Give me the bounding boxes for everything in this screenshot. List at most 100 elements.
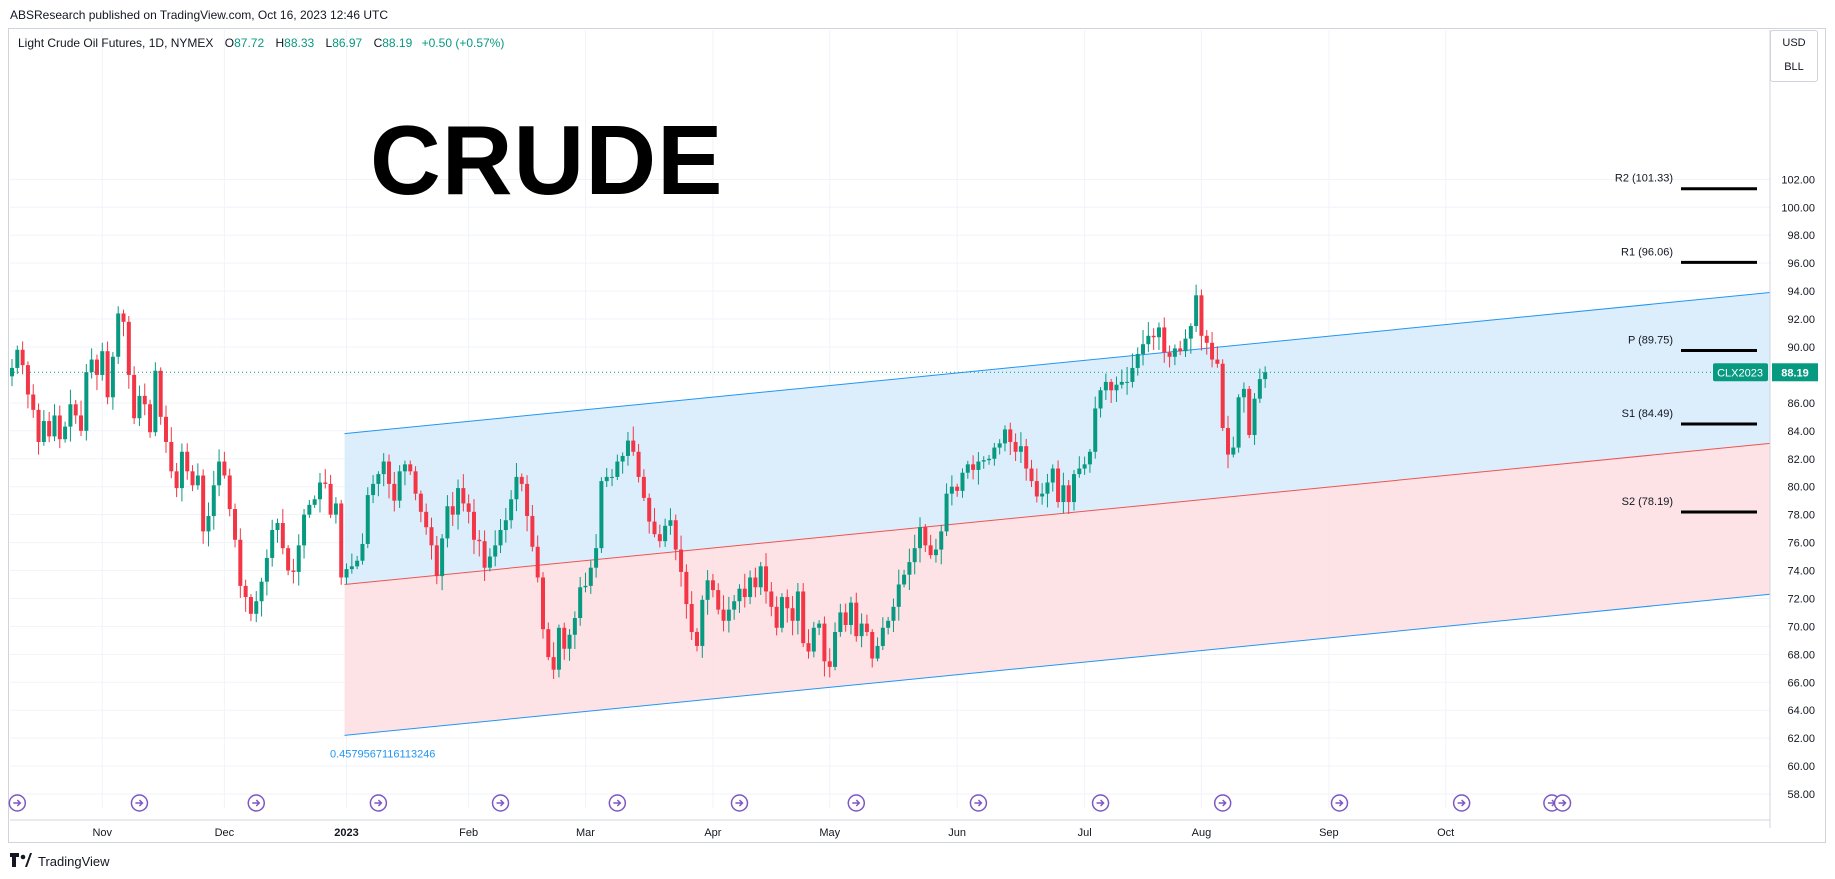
candle <box>790 608 795 621</box>
candle <box>206 516 211 532</box>
candle <box>238 539 243 586</box>
candle <box>732 601 737 610</box>
candle <box>1066 485 1071 503</box>
close-value: 88.19 <box>382 36 413 50</box>
regression-channel[interactable]: 0.4579567116113246 <box>330 292 1771 761</box>
candle <box>10 367 14 377</box>
currency-label[interactable]: USD <box>1782 37 1806 49</box>
event-markers[interactable] <box>8 794 1572 812</box>
channel-upper-line[interactable] <box>344 292 1771 435</box>
candle <box>392 483 397 501</box>
last-price-tag[interactable] <box>1772 363 1818 382</box>
candle <box>673 520 678 550</box>
candle <box>960 472 965 491</box>
event-arrow-icon <box>13 799 22 807</box>
time-tick-label: Apr <box>704 827 721 839</box>
last-price-value: 88.19 <box>1781 367 1809 379</box>
candle <box>567 634 572 649</box>
candle <box>1029 468 1034 482</box>
candle <box>105 351 110 398</box>
unit-selector[interactable]: USD BLL <box>1770 30 1818 82</box>
time-axis[interactable]: Nov Dec 2023 Feb Mar Apr May Jun Jul Aug Sep Oct <box>10 819 1770 839</box>
candle <box>864 623 869 632</box>
change-value: +0.50 (+0.57%) <box>421 36 505 50</box>
open-value: 87.72 <box>234 36 265 50</box>
channel-lower-line[interactable] <box>344 593 1771 736</box>
price-axis[interactable]: 58.00 60.00 62.00 64.00 66.00 68.00 70.00 72.00… <box>1713 30 1818 828</box>
candle <box>89 359 94 373</box>
candle <box>15 349 20 368</box>
pivot-levels[interactable]: R2 (101.33) R1 (96.06) P (89.75) S1 (84.49)… <box>1615 173 1757 514</box>
channel-mid-line[interactable] <box>344 442 1771 585</box>
time-tick-label: Mar <box>576 827 595 839</box>
candle <box>599 481 604 549</box>
symbol-tag[interactable] <box>1713 363 1768 382</box>
candle <box>137 395 142 419</box>
candle <box>657 534 662 542</box>
price-tick-label: 102.00 <box>1781 174 1815 186</box>
candle <box>387 461 392 484</box>
candle <box>519 476 524 484</box>
event-arrow-icon <box>1335 799 1344 807</box>
candle <box>1241 388 1246 398</box>
chart-frame <box>8 28 1826 843</box>
candle <box>1056 468 1061 503</box>
candle <box>79 415 84 431</box>
close-label: C <box>373 36 383 50</box>
candle <box>1040 493 1045 497</box>
candle <box>896 584 901 607</box>
publisher-text: ABSResearch published on TradingView.com… <box>10 8 388 22</box>
candle <box>1156 327 1161 338</box>
candle <box>270 529 275 558</box>
candle <box>445 506 450 539</box>
candle <box>1199 295 1204 336</box>
time-tick-label: 2023 <box>334 827 358 839</box>
candle <box>965 464 970 473</box>
candle <box>498 529 503 546</box>
candle <box>1119 381 1124 385</box>
candle <box>955 486 960 491</box>
candle <box>742 588 747 598</box>
price-tick-label: 66.00 <box>1787 677 1815 689</box>
event-arrow-icon <box>613 799 622 807</box>
candle <box>132 374 137 419</box>
candle <box>594 548 599 568</box>
pivot-label: S2 (78.19) <box>1622 496 1673 508</box>
event-arrow-icon <box>974 799 983 807</box>
candle <box>822 623 827 662</box>
candle <box>933 549 938 556</box>
candle <box>339 503 344 578</box>
footer: TradingView <box>10 850 110 874</box>
candle <box>615 461 620 477</box>
price-tick-label: 62.00 <box>1787 733 1815 745</box>
time-tick-label: Jul <box>1078 827 1092 839</box>
candle <box>870 631 875 659</box>
candle <box>928 545 933 556</box>
candle <box>381 461 386 475</box>
candle <box>280 523 285 549</box>
unit-label[interactable]: BLL <box>1784 61 1804 73</box>
event-arrow-icon <box>1558 799 1567 807</box>
candle <box>779 597 784 628</box>
candle <box>1008 429 1013 442</box>
price-tick-label: 80.00 <box>1787 482 1815 494</box>
candle <box>302 514 307 546</box>
candle <box>716 590 721 610</box>
candle <box>817 623 822 628</box>
event-arrow-icon <box>1096 799 1105 807</box>
symbol-title[interactable]: Light Crude Oil Futures, 1D, NYMEX <box>18 36 214 50</box>
candle <box>631 440 636 452</box>
candle <box>1231 447 1236 455</box>
candle <box>949 486 954 494</box>
candle <box>918 527 923 549</box>
candle <box>625 440 630 456</box>
candle <box>482 541 487 568</box>
candle <box>556 627 561 670</box>
candle <box>116 313 121 357</box>
candle <box>886 620 891 628</box>
pivot-label: P (89.75) <box>1628 334 1673 346</box>
footer-brand: TradingView <box>38 854 110 869</box>
candle <box>939 531 944 550</box>
candle <box>158 370 163 417</box>
